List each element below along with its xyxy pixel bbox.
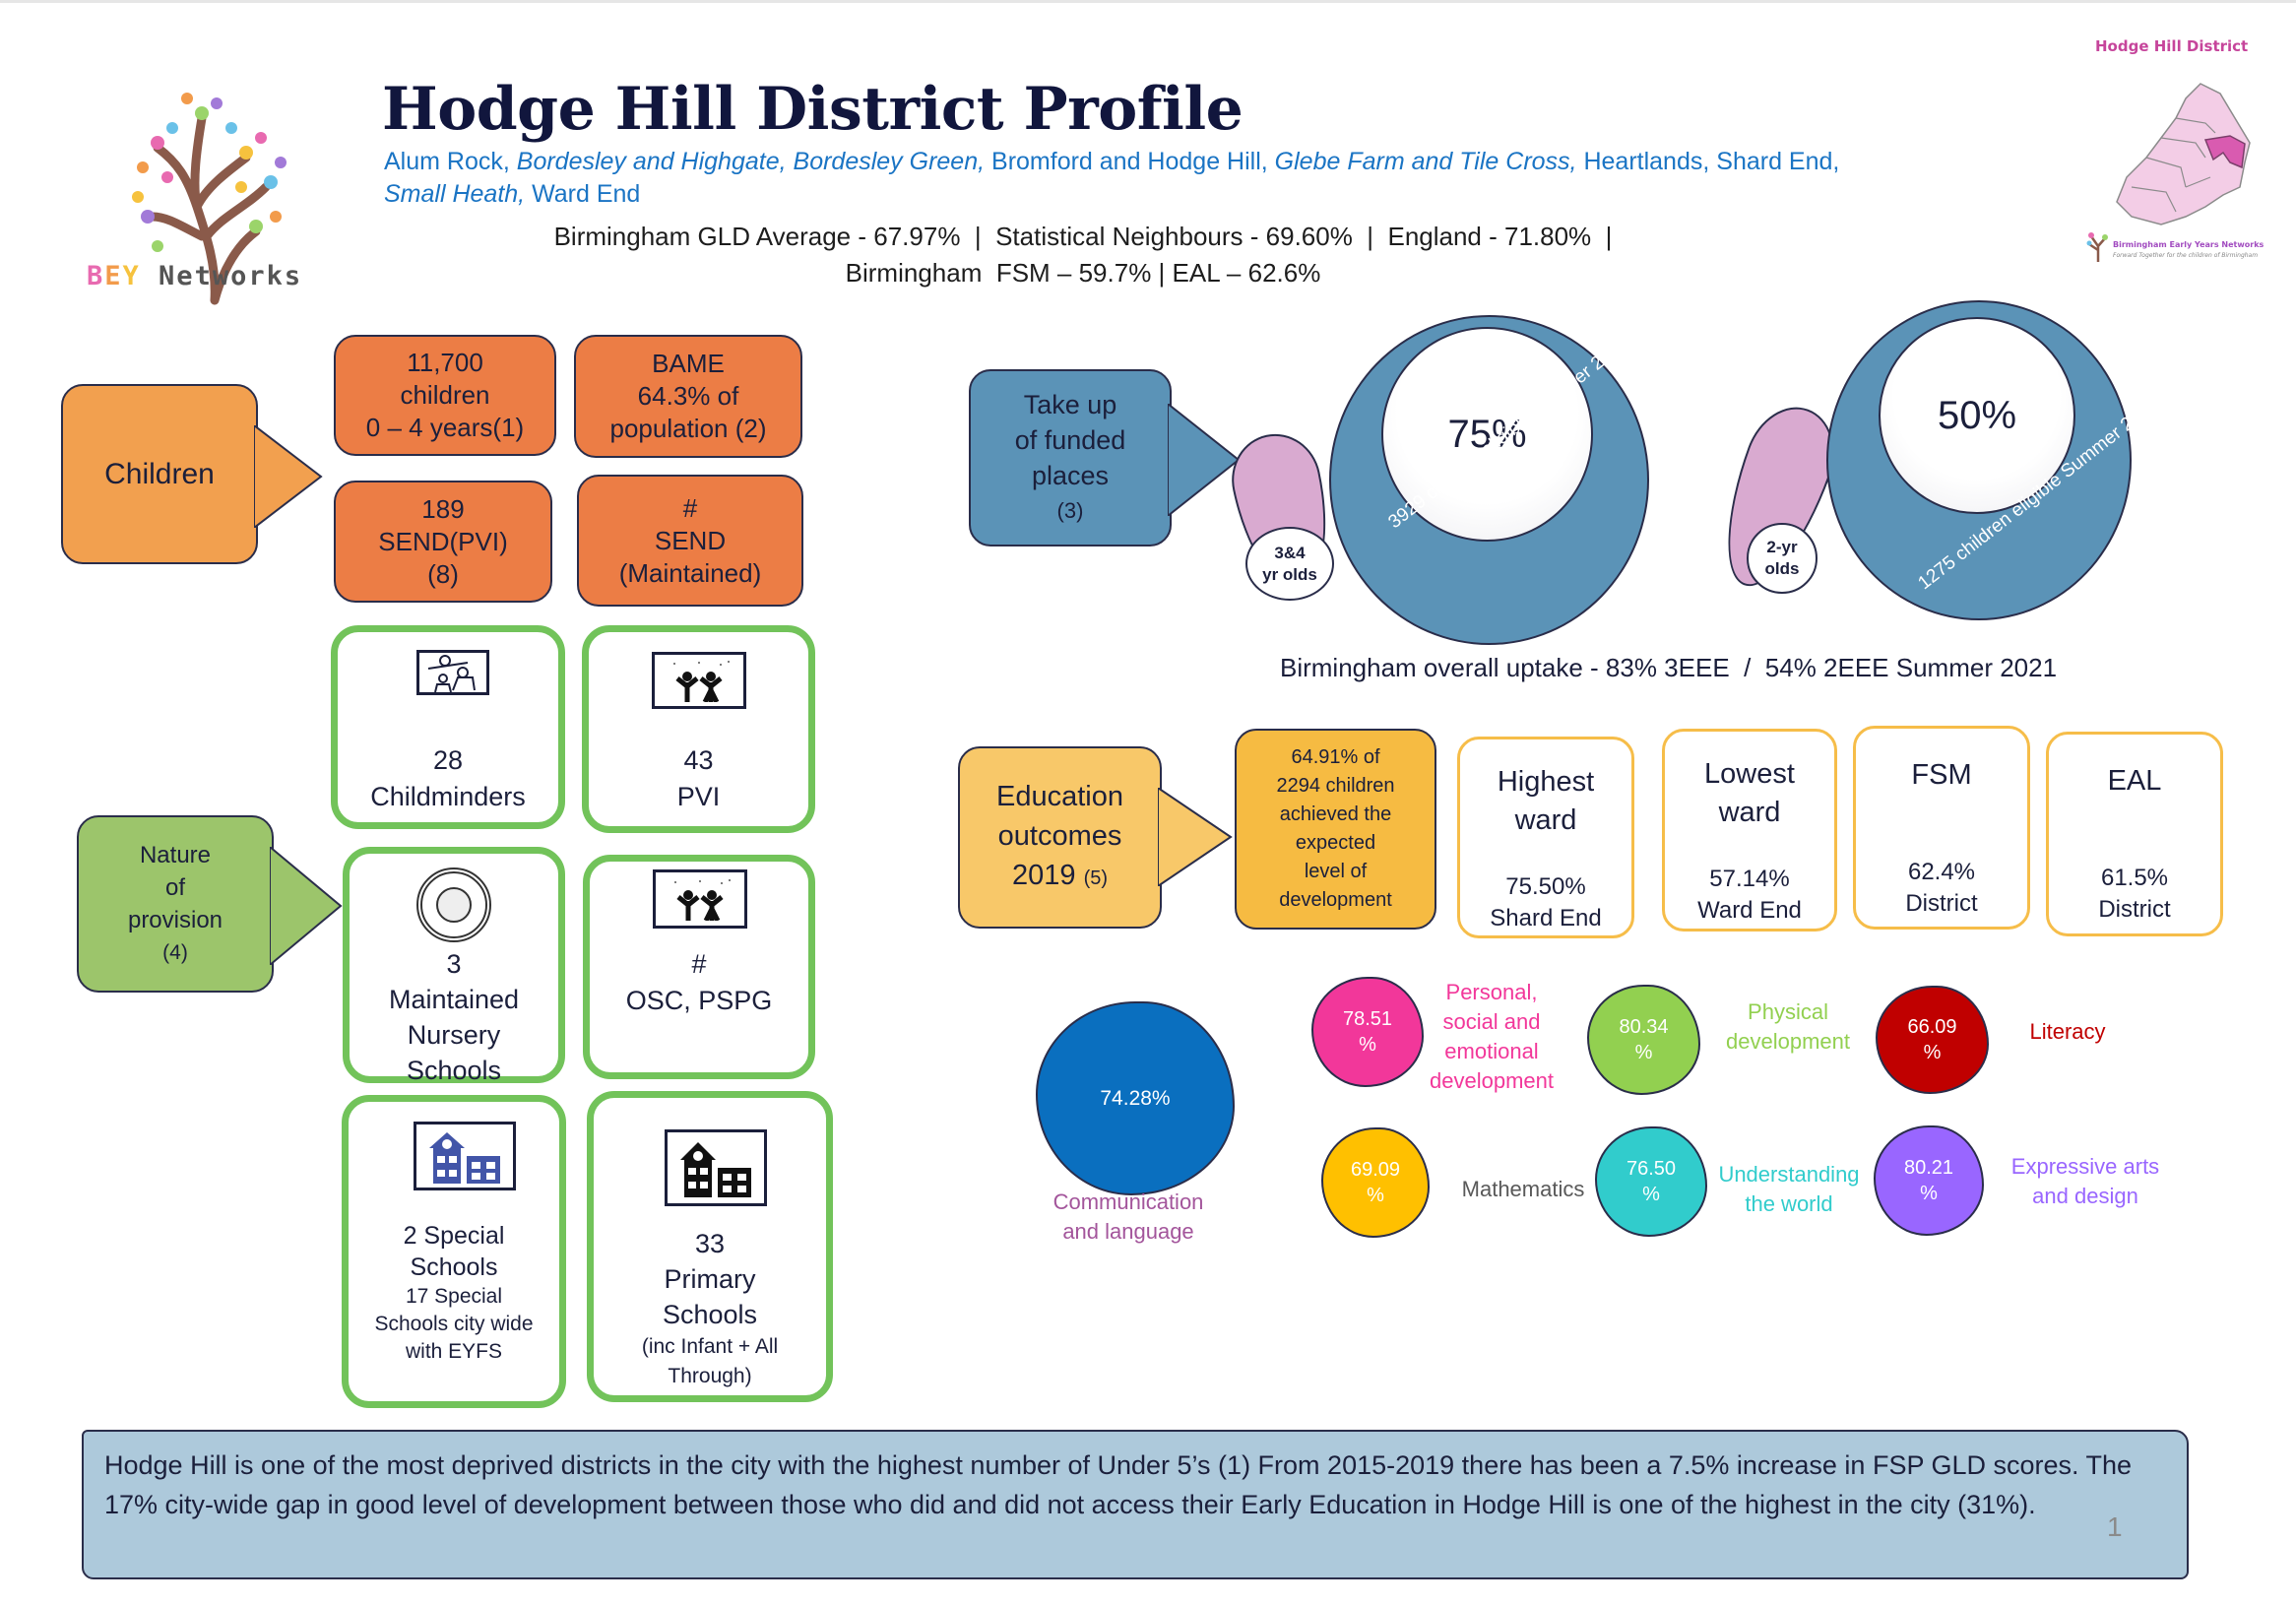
area-maths-label: Mathematics	[1461, 1177, 1585, 1201]
area-communication-circle: 74.28%	[1036, 1001, 1235, 1195]
eal-card: EAL 61.5% District	[2046, 732, 2223, 936]
lowest-ward-card: Lowest ward 57.14% Ward End	[1662, 729, 1837, 931]
ward: Bromford and Hodge Hill,	[991, 148, 1268, 175]
benchmark-stats: Birmingham GLD Average - 67.97% | Statis…	[492, 219, 1674, 291]
map-title: Hodge Hill District	[2095, 37, 2249, 55]
primary-school-building-icon	[665, 1129, 767, 1206]
children-playing-icon	[652, 652, 746, 709]
stats-line-fsm-eal: Birmingham FSM – 59.7% | EAL – 62.6%	[845, 258, 1321, 288]
takeup-ring-2yr-center: 50%	[1879, 317, 2075, 514]
area-psed-circle: 78.51 %	[1311, 977, 1424, 1087]
area-utw-circle: 76.50 %	[1595, 1126, 1707, 1237]
area-maths-circle: 69.09 %	[1321, 1127, 1430, 1238]
highest-ward-card: Highest ward 75.50% Shard End	[1457, 737, 1634, 938]
ward: Alum Rock,	[384, 148, 510, 175]
special-school-building-icon	[414, 1122, 516, 1190]
area-literacy-label: Literacy	[2029, 1019, 2106, 1044]
area-literacy-circle: 66.09 %	[1876, 986, 1989, 1094]
area-communication-label: Communication and language	[1052, 1189, 1204, 1244]
area-ead-label: Expressive arts and design	[2010, 1154, 2160, 1208]
education-header-box: Education outcomes 2019 (5)	[958, 746, 1162, 929]
osc-pspg-card: # OSC, PSPG	[583, 855, 815, 1079]
stats-line-gld: Birmingham GLD Average - 67.97% | Statis…	[553, 222, 1613, 251]
nursery-schools-badge-icon	[416, 867, 491, 942]
age-group-label-3-4: 3&4 yr olds	[1245, 527, 1334, 601]
area-physical-label: Physical development	[1726, 999, 1850, 1054]
area-ead-circle: 80.21 %	[1874, 1125, 1984, 1236]
summary-banner	[82, 1430, 2189, 1579]
takeup-header-box: Take up of funded places (3)	[969, 369, 1172, 546]
network-logo-text: Birmingham Early Years Networks	[2113, 240, 2264, 249]
tree-logo-icon	[132, 93, 287, 305]
ward: Heartlands,	[1583, 148, 1710, 175]
ward-list: Alum Rock, Bordesley and Highgate, Borde…	[384, 146, 1920, 211]
pvi-card: 43 PVI	[582, 625, 815, 833]
children-header-box: Children	[61, 384, 258, 564]
primary-schools-card: 33 Primary Schools (inc Infant + All Thr…	[587, 1091, 833, 1402]
takeup-arrow-icon	[1168, 404, 1241, 516]
children-playing-icon	[653, 869, 747, 929]
special-schools-card: 2 Special Schools 17 Special Schools cit…	[342, 1095, 566, 1408]
birmingham-uptake-note: Birmingham overall uptake - 83% 3EEE / 5…	[1280, 653, 2058, 682]
ward: Bordesley and Highgate,	[516, 148, 787, 175]
ward: Bordesley Green,	[793, 148, 986, 175]
page-title: Hodge Hill District Profile	[382, 75, 1244, 144]
education-arrow-icon	[1158, 788, 1233, 886]
area-physical-circle: 80.34 %	[1587, 985, 1700, 1095]
network-tree-icon	[2086, 232, 2108, 262]
ward: Glebe Farm and Tile Cross,	[1274, 148, 1577, 175]
network-tagline: Forward Together for the children of Bir…	[2113, 252, 2259, 259]
ward: Ward End	[532, 180, 641, 208]
age-group-label-2yr: 2-yr olds	[1747, 523, 1818, 594]
provision-arrow-icon	[270, 847, 343, 965]
send-maintained-card: # SEND (Maintained)	[577, 475, 803, 607]
children-arrow-icon	[254, 425, 323, 528]
provision-header-box: Nature of provision (4)	[77, 815, 274, 993]
childminders-card: 28 Childminders	[331, 625, 565, 829]
children-count-card: 11,700 children 0 – 4 years(1)	[334, 335, 556, 456]
childminder-icon	[416, 650, 489, 695]
ward: Small Heath,	[384, 180, 526, 208]
fsm-card: FSM 62.4% District	[1853, 726, 2030, 930]
district-map-icon	[2116, 83, 2251, 225]
takeup-ring-3-4-center: 75%	[1381, 327, 1593, 542]
summary-text: Hodge Hill is one of the most deprived d…	[104, 1450, 2133, 1519]
bey-networks-logo-text: BEY Networks	[87, 261, 303, 291]
area-psed-label: Personal, social and emotional developme…	[1430, 980, 1554, 1093]
page-number: 1	[2107, 1511, 2123, 1542]
top-border	[0, 0, 2296, 3]
area-utw-label: Understanding the world	[1718, 1162, 1860, 1216]
maintained-nursery-card: 3 Maintained Nursery Schools	[343, 847, 565, 1085]
ward: Shard End,	[1716, 148, 1840, 175]
bame-card: BAME 64.3% of population (2)	[574, 335, 802, 458]
send-pvi-card: 189 SEND(PVI) (8)	[334, 481, 552, 603]
gld-summary-card: 64.91% of 2294 children achieved the exp…	[1235, 729, 1436, 930]
